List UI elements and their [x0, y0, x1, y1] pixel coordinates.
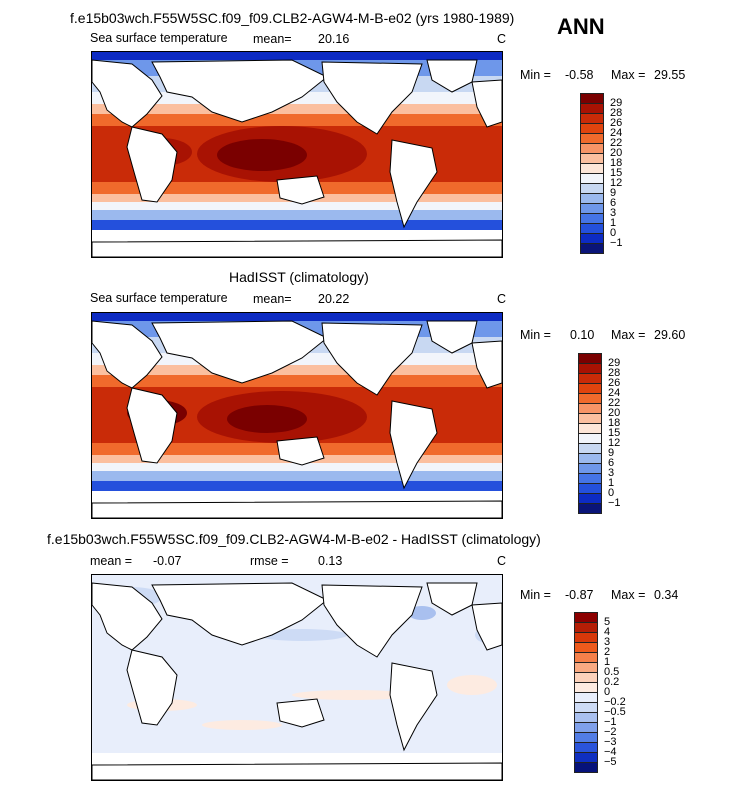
- panel3-colorbar: 5 4 3 2 1 0.5 0.2 0 −0.2 −0.5 −1 −2 −3 −4 −5: [574, 612, 634, 777]
- panel2-unit: C: [497, 292, 507, 306]
- panel1-colorbar-label: 6: [610, 197, 617, 209]
- panel2-colorbar-swatch: [578, 503, 602, 514]
- panel1-sst-map: [91, 51, 503, 258]
- panel2-colorbar-label: 20: [608, 407, 621, 419]
- panel2-field-label: Sea surface temperature: [90, 291, 228, 305]
- panel3-colorbar-label: −0.5: [604, 706, 626, 718]
- panel2-min-label: Min =: [520, 328, 551, 342]
- panel3-colorbar-label: −5: [604, 756, 617, 768]
- panel3-colorbar-label: 1: [604, 656, 611, 668]
- panel1-colorbar-label: 20: [610, 147, 623, 159]
- panel2-colorbar-label: 9: [608, 447, 615, 459]
- panel1-colorbar-label: 29: [610, 97, 623, 109]
- panel3-colorbar-label: −3: [604, 736, 617, 748]
- panel1-max-value: 29.55: [654, 68, 686, 82]
- panel1-colorbar-label: 28: [610, 107, 623, 119]
- panel2-sst-map: [91, 312, 503, 519]
- panel1-min-label: Min =: [520, 68, 551, 82]
- panel2-colorbar-label: 28: [608, 367, 621, 379]
- panel3-min-label: Min =: [520, 588, 551, 602]
- panel1-colorbar-label: 9: [610, 187, 617, 199]
- panel2-colorbar-label: 18: [608, 417, 621, 429]
- panel1-colorbar-swatch: [580, 243, 604, 254]
- panel1-colorbar-label: 0: [610, 227, 617, 239]
- panel1-unit: C: [497, 32, 507, 46]
- panel3-unit: C: [497, 554, 507, 568]
- panel3-difference-map: [91, 574, 503, 781]
- panel3-colorbar-label: −4: [604, 746, 617, 758]
- panel2-colorbar: 29 28 26 24 22 20 18 15 12 9 6 3 1 0 −1: [578, 353, 638, 518]
- panel3-min-value: -0.87: [565, 588, 594, 602]
- panel2-min-value: 0.10: [570, 328, 595, 342]
- panel2-colorbar-label: 3: [608, 467, 615, 479]
- panel1-colorbar-label: 15: [610, 167, 623, 179]
- panel2-colorbar-label: 29: [608, 357, 621, 369]
- panel1-field-label: Sea surface temperature: [90, 31, 228, 45]
- panel3-rmse-value: 0.13: [318, 554, 343, 568]
- panel2-colorbar-label: 24: [608, 387, 621, 399]
- season-label: ANN: [557, 14, 605, 39]
- panel3-colorbar-label: 0: [604, 686, 611, 698]
- panel3-max-value: 0.34: [654, 588, 679, 602]
- panel3-colorbar-label: −0.2: [604, 696, 626, 708]
- panel2-colorbar-label: 22: [608, 397, 621, 409]
- panel1-colorbar: 29 28 26 24 22 20 18 15 12 9 6 3 1 0 −1: [580, 93, 640, 258]
- panel1-max-label: Max =: [611, 68, 646, 82]
- panel1-mean-value: 20.16: [318, 32, 350, 46]
- panel3-rmse-label: rmse =: [250, 554, 289, 568]
- panel1-colorbar-label: 22: [610, 137, 623, 149]
- panel3-colorbar-label: 2: [604, 646, 611, 658]
- panel2-colorbar-label: 26: [608, 377, 621, 389]
- panel2-title: HadISST (climatology): [229, 269, 369, 285]
- panel1-title: f.e15b03wch.F55W5SC.f09_f09.CLB2-AGW4-M-…: [70, 10, 515, 26]
- panel3-colorbar-label: −1: [604, 716, 617, 728]
- panel3-colorbar-label: 0.2: [604, 676, 620, 688]
- panel2-colorbar-label: −1: [608, 497, 621, 509]
- panel1-mean-label: mean=: [253, 32, 292, 46]
- panel3-colorbar-swatch: [574, 762, 598, 773]
- panel2-max-value: 29.60: [654, 328, 686, 342]
- panel2-max-label: Max =: [611, 328, 646, 342]
- panel1-colorbar-label: 1: [610, 217, 617, 229]
- panel1-colorbar-label: 24: [610, 127, 623, 139]
- panel3-colorbar-label: −2: [604, 726, 617, 738]
- panel3-colorbar-label: 4: [604, 626, 611, 638]
- panel3-colorbar-label: 3: [604, 636, 611, 648]
- panel2-mean-label: mean=: [253, 292, 292, 306]
- panel2-colorbar-label: 0: [608, 487, 615, 499]
- panel3-mean-value: -0.07: [153, 554, 182, 568]
- panel1-min-value: -0.58: [565, 68, 594, 82]
- panel1-colorbar-label: 3: [610, 207, 617, 219]
- panel3-mean-label: mean =: [90, 554, 133, 568]
- panel1-colorbar-label: 26: [610, 117, 623, 129]
- panel2-colorbar-label: 15: [608, 427, 621, 439]
- panel2-colorbar-label: 1: [608, 477, 615, 489]
- panel1-colorbar-label: −1: [610, 237, 623, 249]
- panel3-title: f.e15b03wch.F55W5SC.f09_f09.CLB2-AGW4-M-…: [47, 531, 541, 547]
- panel3-colorbar-label: 5: [604, 616, 611, 628]
- panel3-colorbar-label: 0.5: [604, 666, 620, 678]
- panel2-colorbar-label: 6: [608, 457, 615, 469]
- panel2-mean-value: 20.22: [318, 292, 350, 306]
- panel1-colorbar-label: 12: [610, 177, 623, 189]
- panel3-max-label: Max =: [611, 588, 646, 602]
- panel2-colorbar-label: 12: [608, 437, 621, 449]
- panel1-colorbar-label: 18: [610, 157, 623, 169]
